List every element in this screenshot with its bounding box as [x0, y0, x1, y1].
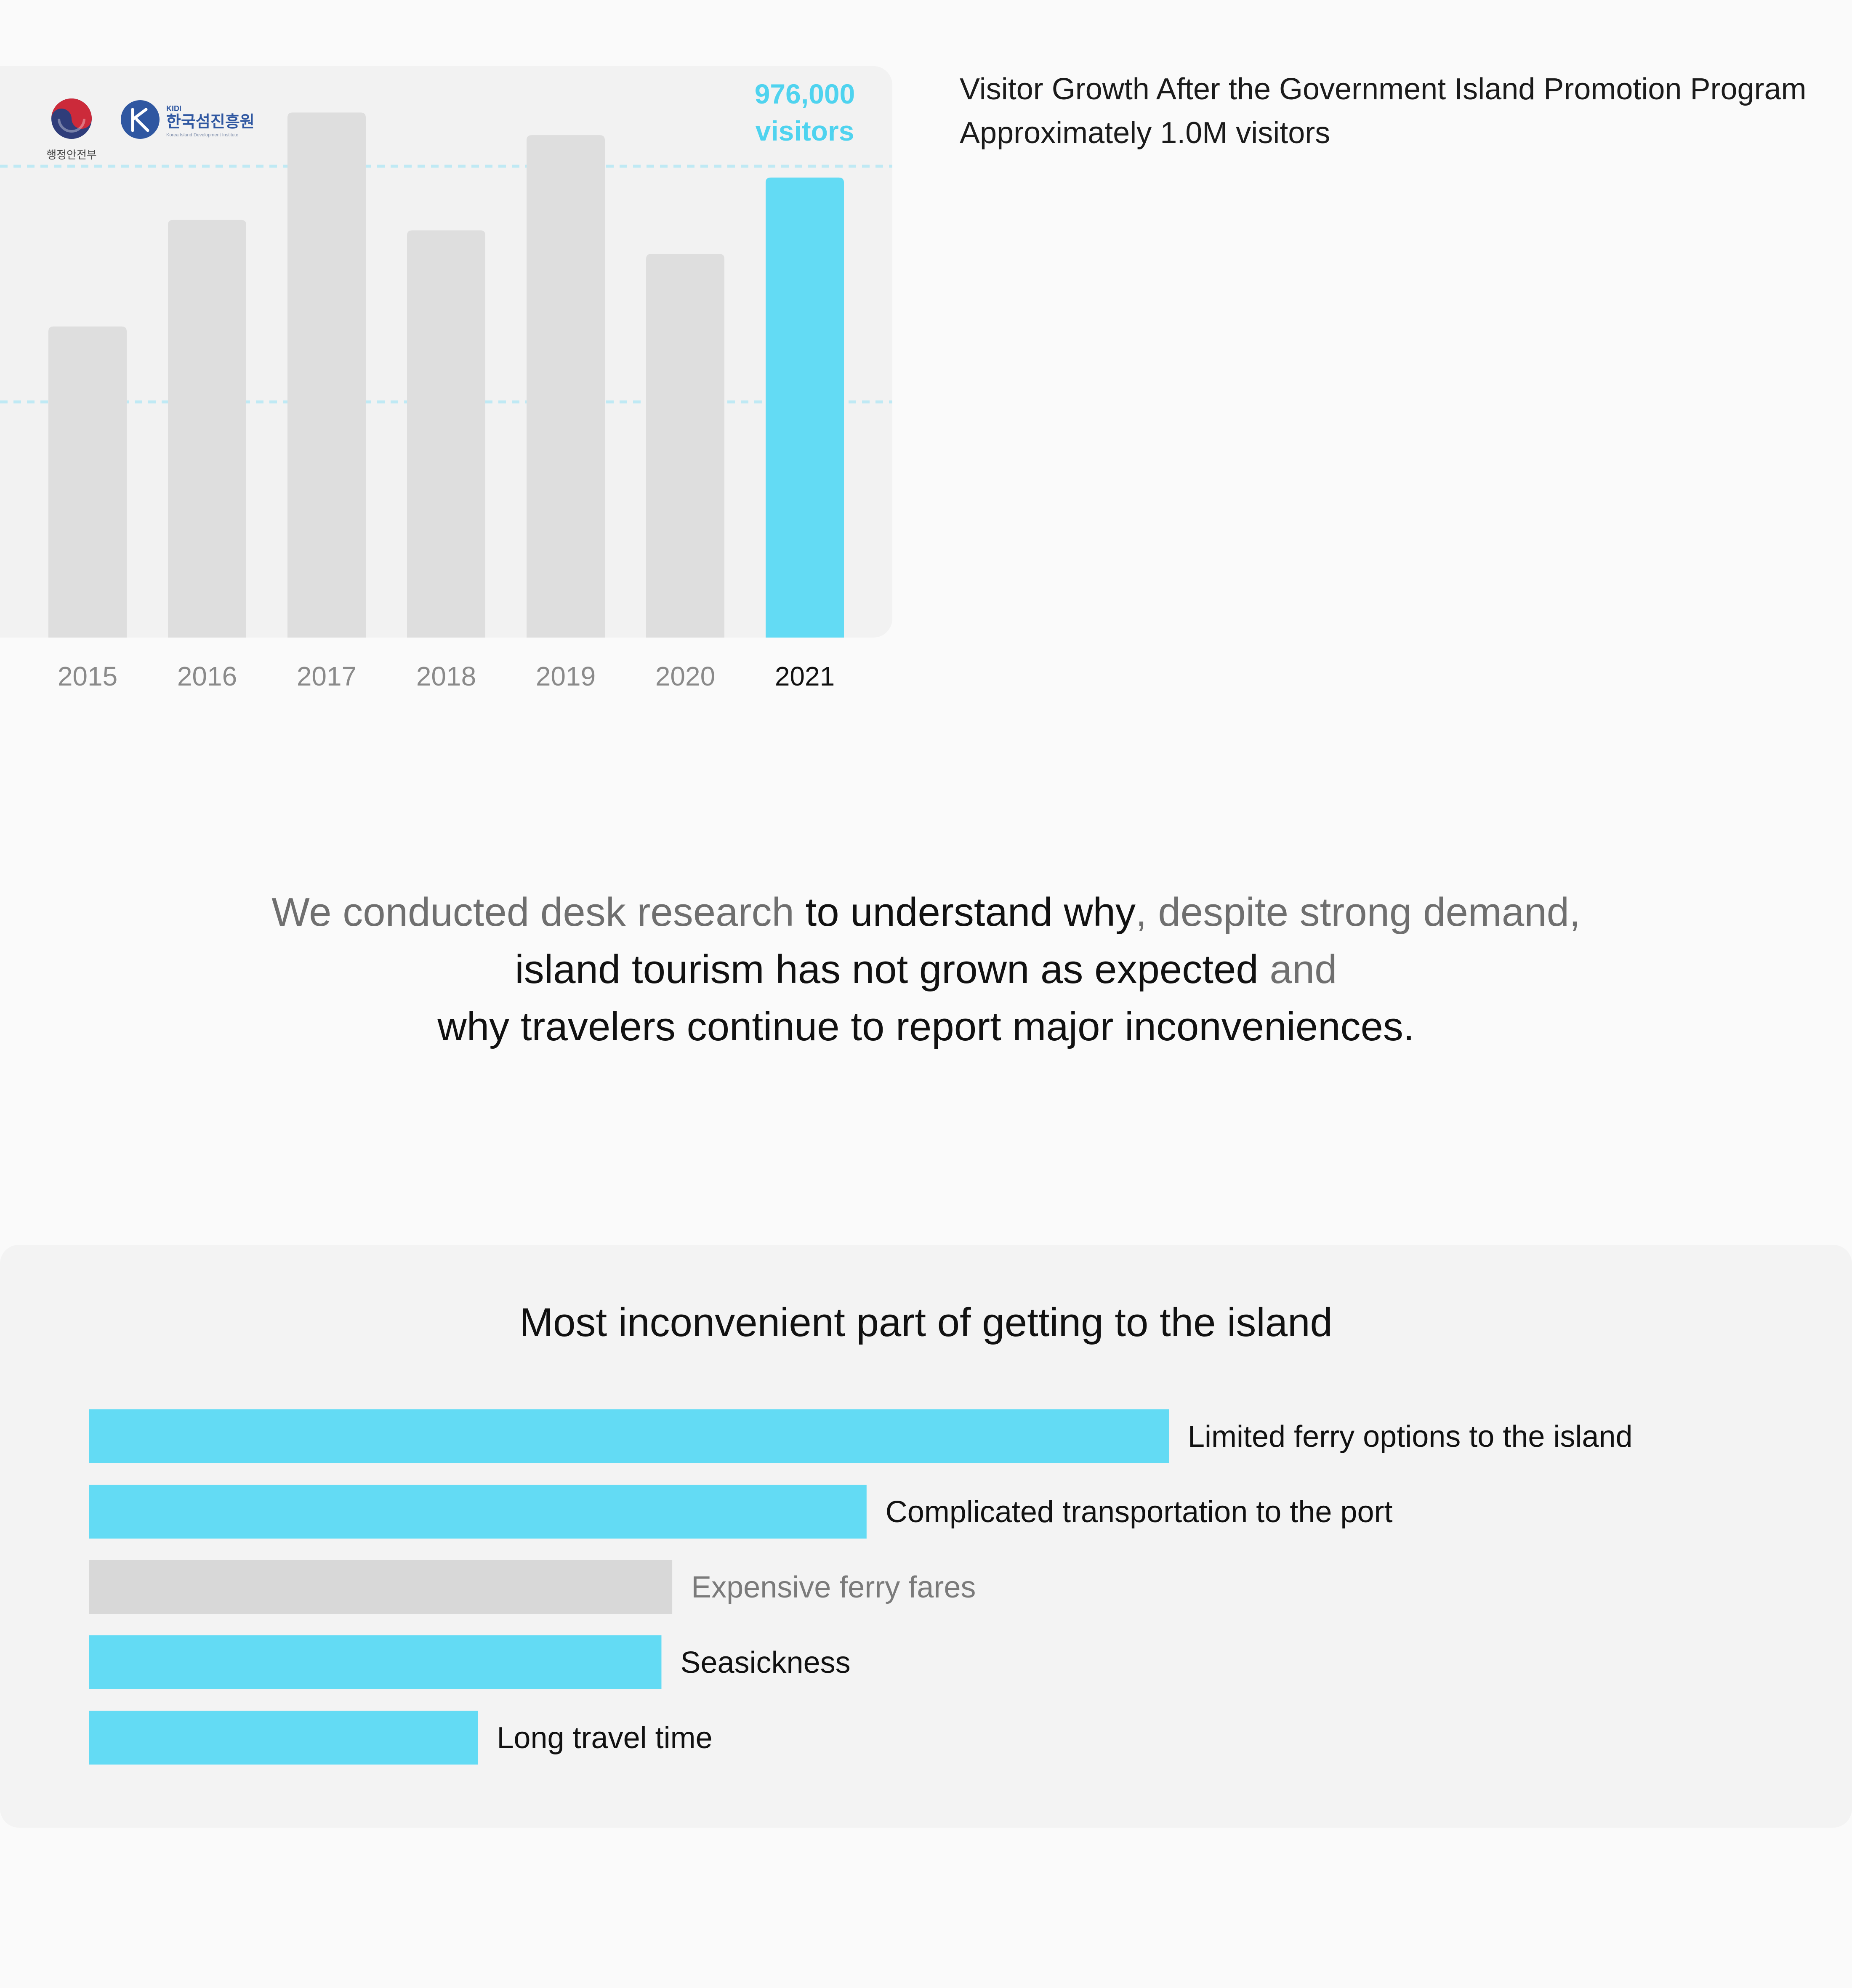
x-axis-year-labels: 2015 2016 2017 2018 2019 2020 2021 [0, 661, 892, 703]
bar-2021 [766, 177, 844, 638]
statement-part-6: why travelers continue to report major i… [437, 1004, 1415, 1049]
bar-2019 [527, 135, 605, 638]
bar-2017 [287, 112, 366, 638]
inconvenience-bar-label: Expensive ferry fares [691, 1571, 976, 1604]
year-label-2015: 2015 [57, 661, 118, 691]
inconvenience-bar-label: Seasickness [680, 1646, 850, 1680]
year-label-2017: 2017 [296, 661, 357, 691]
mois-logo-text: 행정안전부 [46, 149, 97, 162]
highlight-unit-label: visitors [756, 115, 854, 146]
description-line-1: Visitor Growth After the Government Isla… [960, 72, 1807, 106]
inconvenience-bar [89, 1635, 662, 1689]
visitor-chart-card: 976,000 visitors 행정안전부 KIDI 한국섬진흥원 Korea… [0, 66, 892, 638]
kidi-abbr: KIDI [166, 104, 181, 113]
year-label-2021: 2021 [774, 661, 835, 691]
statement-part-5: and [1258, 947, 1337, 992]
bar-2018 [407, 230, 485, 638]
kidi-english-name: Korea Island Development Institute [166, 133, 238, 138]
statement-line-3: why travelers continue to report major i… [0, 998, 1852, 1055]
statement-part-2: to understand why [805, 890, 1136, 935]
bar-2020 [646, 254, 724, 638]
inconvenience-bar-label: Limited ferry options to the island [1188, 1420, 1633, 1454]
statement-part-1: We conducted desk research [271, 890, 806, 935]
inconvenience-bar [89, 1485, 867, 1539]
year-label-2018: 2018 [416, 661, 476, 691]
visitor-chart: 976,000 visitors [0, 78, 892, 638]
statement-part-4: island tourism has not grown as expected [515, 947, 1259, 992]
kidi-logo: KIDI 한국섬진흥원 Korea Island Development Ins… [120, 98, 271, 144]
year-label-2016: 2016 [177, 661, 237, 691]
year-label-2020: 2020 [655, 661, 716, 691]
inconvenience-bar [89, 1711, 478, 1765]
statement-part-3: , despite strong demand, [1136, 890, 1581, 935]
year-label-2019: 2019 [535, 661, 596, 691]
inconvenience-chart-card: Most inconvenient part of getting to the… [0, 1245, 1852, 1828]
research-statement: We conducted desk research to understand… [0, 884, 1852, 1055]
inconvenience-chart-title: Most inconvenient part of getting to the… [519, 1300, 1333, 1345]
statement-line-1: We conducted desk research to understand… [0, 884, 1852, 941]
mois-logo: 행정안전부 [42, 91, 101, 167]
kidi-name: 한국섬진흥원 [166, 112, 255, 131]
description-line-2: Approximately 1.0M visitors [960, 116, 1330, 150]
statement-line-2: island tourism has not grown as expected… [0, 941, 1852, 998]
highlight-value-label: 976,000 [755, 78, 855, 109]
inconvenience-bar-label: Long travel time [497, 1721, 712, 1755]
inconvenience-chart: Limited ferry options to the island Compl… [89, 1409, 1633, 1765]
inconvenience-bar [89, 1409, 1169, 1463]
bar-2016 [168, 220, 246, 638]
inconvenience-bar-label: Complicated transportation to the port [886, 1495, 1393, 1529]
bar-2015 [48, 326, 127, 638]
inconvenience-bar [89, 1560, 673, 1614]
visitor-chart-description: Visitor Growth After the Government Isla… [960, 67, 1844, 155]
